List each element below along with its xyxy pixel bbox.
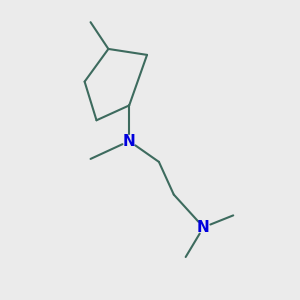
Text: N: N (123, 134, 136, 148)
Text: N: N (197, 220, 210, 235)
